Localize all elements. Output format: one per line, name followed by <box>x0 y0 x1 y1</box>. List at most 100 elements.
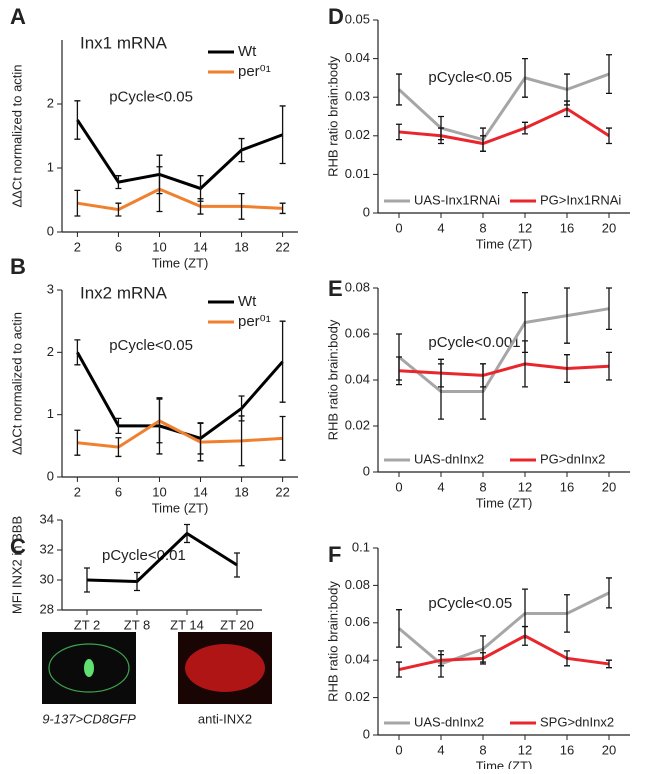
chart-title: Inx1 mRNA <box>80 33 168 52</box>
x-tick-label: 12 <box>518 220 532 235</box>
chart-title: Inx2 mRNA <box>80 283 168 302</box>
y-tick-label: 0.05 <box>345 11 370 26</box>
legend-label: UAS-dnInx2 <box>414 451 484 466</box>
x-tick-label: 18 <box>234 239 248 254</box>
series <box>396 100 612 152</box>
y-tick-label: 0.04 <box>345 50 370 65</box>
gfp-outline <box>48 643 130 693</box>
error-bar <box>115 202 122 217</box>
error-bar <box>134 571 140 592</box>
x-tick-label: 22 <box>275 239 289 254</box>
x-tick-label: 0 <box>395 479 402 494</box>
line <box>398 307 610 393</box>
error-bar <box>74 189 81 217</box>
x-axis-label: Time (ZT) <box>476 236 533 251</box>
legend-label: UAS-dnInx2 <box>414 714 484 729</box>
series <box>396 625 612 678</box>
error-bar <box>279 202 286 215</box>
x-tick-label: ZT 20 <box>220 617 254 632</box>
error-bar <box>156 398 163 444</box>
y-tick-label: 3 <box>47 281 54 296</box>
y-axis-label: RHB ratio brain:body <box>325 581 340 702</box>
y-tick-label: 2 <box>47 95 54 110</box>
annotation: pCycle<0.05 <box>428 69 512 86</box>
annotation: pCycle<0.05 <box>109 89 193 106</box>
panel-label: D <box>328 4 344 29</box>
error-bar <box>564 287 570 344</box>
x-tick-label: 20 <box>602 742 616 757</box>
panel-label: F <box>328 542 341 567</box>
x-tick-label: 8 <box>479 479 486 494</box>
y-tick-label: 0.04 <box>345 652 370 667</box>
x-tick-label: ZT 2 <box>74 617 101 632</box>
series <box>396 577 612 678</box>
y-tick-label: 0.08 <box>345 577 370 592</box>
y-tick-label: 0.02 <box>345 689 370 704</box>
error-bar <box>279 105 286 165</box>
legend-label: per⁰¹ <box>238 313 271 330</box>
error-bar <box>564 354 570 383</box>
annotation: pCycle<0.05 <box>109 337 193 354</box>
annotation: pCycle<0.001 <box>428 334 520 351</box>
error-bar <box>480 135 486 152</box>
error-bar <box>115 417 122 435</box>
series <box>396 287 612 420</box>
x-tick-label: 0 <box>395 742 402 757</box>
legend-label: PG>Inx1RNAi <box>540 192 621 207</box>
y-axis-label: RHB ratio brain:body <box>325 56 340 177</box>
x-tick-label: 4 <box>437 742 444 757</box>
x-tick-label: 18 <box>234 484 248 499</box>
y-tick-label: 0.06 <box>345 614 370 629</box>
series <box>84 523 240 593</box>
x-tick-label: 12 <box>518 479 532 494</box>
error-bar <box>564 650 570 667</box>
panel-label: E <box>328 276 343 301</box>
x-tick-label: 14 <box>193 239 207 254</box>
error-bar <box>74 429 81 456</box>
error-bar <box>396 356 402 386</box>
x-tick-label: 4 <box>437 220 444 235</box>
x-tick-label: 14 <box>193 484 207 499</box>
legend-label: UAS-Inx1RNAi <box>414 192 500 207</box>
inx2-brain <box>185 644 265 692</box>
error-bar <box>606 659 612 669</box>
error-bar <box>438 358 444 388</box>
y-tick-label: 34 <box>40 511 54 526</box>
error-bar <box>396 661 402 678</box>
error-bar <box>396 609 402 648</box>
line <box>76 119 284 191</box>
y-axis-label: ΔΔCt normalized to actin <box>9 64 24 207</box>
x-tick-label: 0 <box>395 220 402 235</box>
x-tick-label: 16 <box>560 220 574 235</box>
error-bar <box>84 567 90 593</box>
image-label: anti-INX2 <box>198 711 252 726</box>
y-tick-label: 0.02 <box>345 127 370 142</box>
y-tick-label: 32 <box>40 541 54 556</box>
error-bar <box>115 437 122 458</box>
y-tick-label: 0.04 <box>345 371 370 386</box>
series <box>74 100 286 202</box>
y-tick-label: 28 <box>40 601 54 616</box>
annotation: pCycle<0.05 <box>428 595 512 612</box>
error-bar <box>438 127 444 145</box>
error-bar <box>234 552 240 578</box>
x-tick-label: 12 <box>518 742 532 757</box>
line <box>76 351 284 441</box>
annotation: pCycle<0.01 <box>102 547 186 564</box>
gfp-center <box>84 659 94 677</box>
error-bar <box>115 175 122 190</box>
error-bar <box>156 166 163 213</box>
error-bar <box>279 320 286 403</box>
error-bar <box>74 100 81 140</box>
legend-label: per⁰¹ <box>238 63 271 80</box>
x-axis-label: Time (ZT) <box>152 500 209 515</box>
y-tick-label: 0 <box>363 463 370 478</box>
y-tick-label: 0.1 <box>352 539 370 554</box>
y-tick-label: 0 <box>363 204 370 219</box>
x-tick-label: 20 <box>602 479 616 494</box>
x-axis-label: Time (ZT) <box>476 495 533 510</box>
x-axis-label: Time (ZT) <box>152 255 209 270</box>
y-tick-label: 1 <box>47 159 54 174</box>
error-bar <box>606 127 612 145</box>
